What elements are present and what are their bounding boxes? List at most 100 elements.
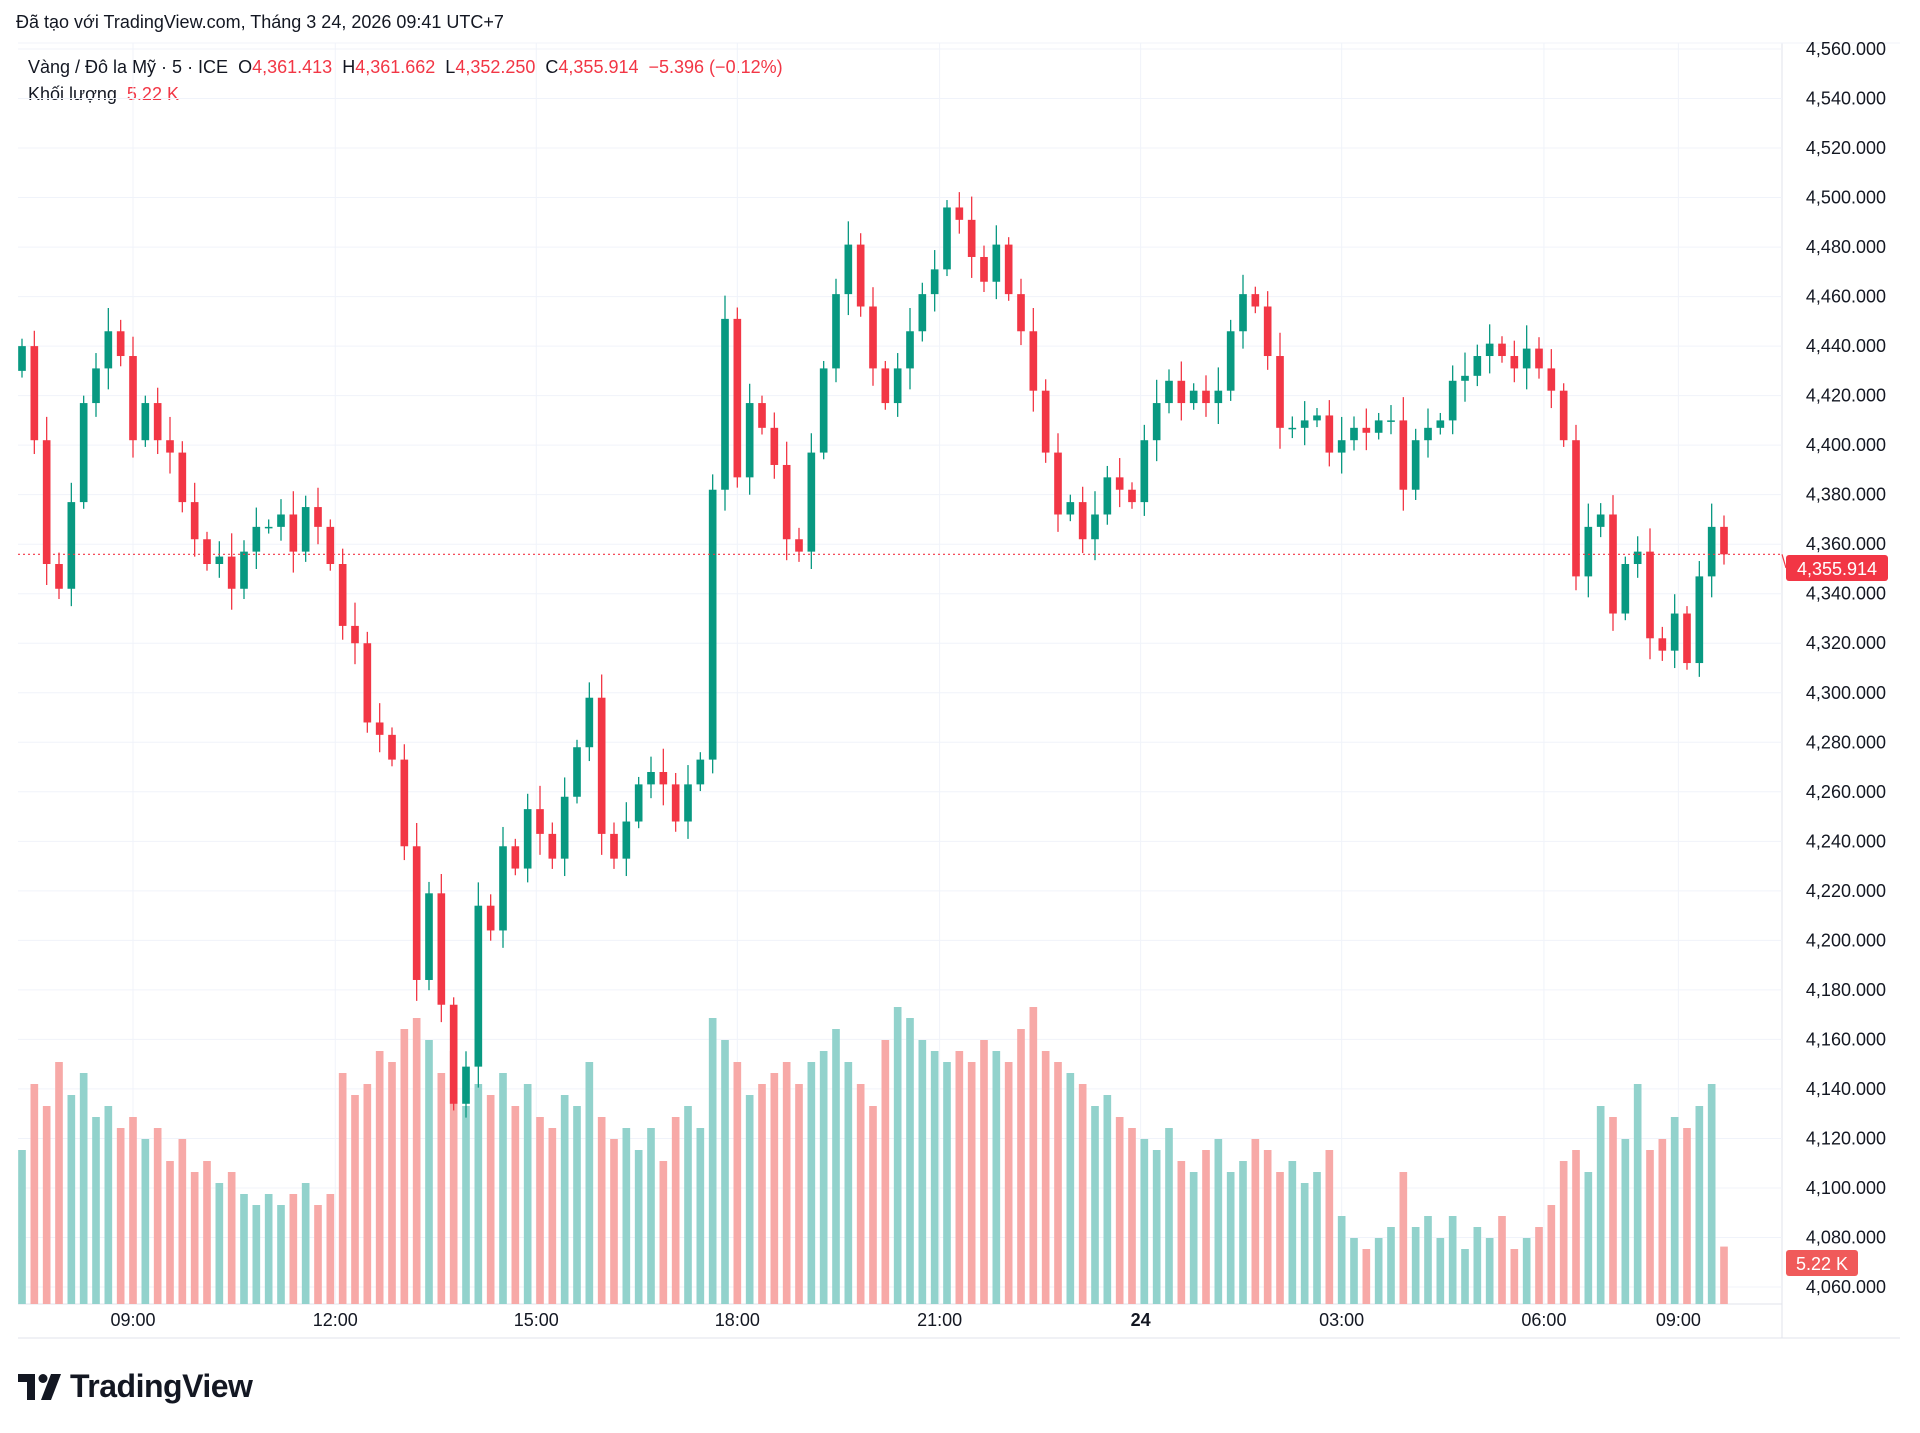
volume-bar: [1609, 1117, 1617, 1304]
volume-bar: [240, 1194, 248, 1304]
candle-body: [462, 1066, 470, 1104]
volume-bar: [659, 1161, 668, 1304]
volume-bar: [1473, 1227, 1482, 1304]
volume-bar: [622, 1128, 631, 1304]
price-axis[interactable]: 4,560.000 4,540.000 4,520.000 4,500.000 4,48…: [1806, 39, 1886, 1297]
change-value: −5.396 (−0.12%): [648, 57, 783, 77]
candle-body: [67, 502, 76, 589]
price-tick-label: 4,280.000: [1806, 732, 1886, 752]
candle-body: [1473, 356, 1482, 376]
candle-body: [659, 771, 668, 785]
candle-body: [116, 331, 125, 357]
volume-bar: [585, 1062, 594, 1304]
volume-bar: [375, 1051, 384, 1304]
high-label: H: [342, 57, 356, 77]
candle-body: [388, 734, 396, 760]
volume-bar: [92, 1117, 100, 1304]
volume-bar: [1189, 1172, 1198, 1304]
candle-body: [1054, 452, 1062, 515]
last-volume-box: [1786, 1250, 1858, 1276]
volume-bar: [116, 1128, 125, 1304]
candle-body: [1461, 375, 1469, 381]
close-value: 4,355.914: [558, 57, 639, 77]
candle-body: [1547, 368, 1556, 391]
volume-bar: [252, 1205, 261, 1304]
volume-bar: [67, 1095, 76, 1304]
candle-body: [30, 346, 39, 441]
volume-bar: [1399, 1172, 1408, 1304]
candle-body: [215, 556, 224, 565]
volume-bar: [1054, 1062, 1062, 1304]
volume-bar: [523, 1084, 532, 1304]
candle-body: [104, 331, 113, 369]
candle-body: [1436, 420, 1445, 428]
volume-bar: [1288, 1161, 1297, 1304]
volume-bar: [967, 1062, 976, 1304]
volume-bar: [597, 1117, 606, 1304]
symbol-name[interactable]: Vàng / Đô la Mỹ · 5 · ICE: [28, 57, 229, 77]
price-tick-label: 4,140.000: [1806, 1079, 1886, 1099]
volume-bar: [721, 1040, 729, 1304]
price-tick-label: 4,180.000: [1806, 980, 1886, 1000]
volume-bar: [1115, 1117, 1124, 1304]
volume-bar: [1128, 1128, 1136, 1304]
volume-bar: [1276, 1172, 1284, 1304]
candle-body: [573, 747, 581, 797]
volume-bar: [1559, 1161, 1568, 1304]
volume-bar: [1029, 1007, 1038, 1304]
time-axis[interactable]: 09:00 12:00 15:00 18:00 21:00 24 03:00 06:00 09:…: [110, 1310, 1700, 1330]
last-value-markers: 4,355.914 5.22 K: [18, 553, 1888, 1276]
candle-body: [955, 207, 964, 220]
candle-body: [264, 526, 273, 529]
volume-bar: [1720, 1246, 1728, 1304]
volume-bar: [1448, 1216, 1457, 1304]
volume-bar: [992, 1051, 1001, 1304]
candle-body: [1017, 294, 1025, 332]
volume-bar: [264, 1194, 273, 1304]
volume-bar: [548, 1128, 557, 1304]
candle-body: [869, 306, 877, 369]
candle-body: [1029, 331, 1038, 391]
time-tick-label: 06:00: [1521, 1310, 1566, 1330]
candle-body: [92, 368, 100, 404]
candle-body: [795, 539, 803, 552]
candle-body: [1621, 564, 1630, 614]
price-tick-label: 4,060.000: [1806, 1277, 1886, 1297]
candle-body: [129, 356, 137, 441]
last-price-label: 4,355.914: [1797, 559, 1877, 579]
volume-bar: [881, 1040, 890, 1304]
tradingview-logo[interactable]: TradingView: [18, 1368, 253, 1405]
volume-bar: [955, 1051, 964, 1304]
volume-bar: [314, 1205, 322, 1304]
candle-body: [55, 564, 63, 589]
candle-body: [1695, 576, 1704, 664]
candle-body: [548, 833, 557, 859]
candle-body: [721, 318, 729, 490]
candle-body: [918, 294, 927, 332]
volume-bar: [1251, 1139, 1260, 1304]
volume-bar: [610, 1139, 618, 1304]
volume-bar: [301, 1183, 310, 1304]
candle-body: [1078, 502, 1087, 540]
volume-bar: [42, 1106, 51, 1304]
volume-bar: [166, 1161, 174, 1304]
candle-body: [203, 539, 211, 565]
volume-bar: [684, 1106, 692, 1304]
volume-bars: [18, 1007, 1728, 1304]
volume-bar: [1214, 1139, 1223, 1304]
chart-caption: Đã tạo với TradingView.com, Tháng 3 24, …: [16, 12, 504, 32]
candle-body: [289, 514, 298, 552]
candle-body: [1202, 390, 1210, 404]
volume-bar: [1510, 1249, 1519, 1304]
volume-bar: [1596, 1106, 1605, 1304]
volume-bar: [1140, 1139, 1149, 1304]
candle-body: [351, 625, 359, 644]
candle-body: [832, 294, 840, 369]
candle-body: [1498, 343, 1506, 357]
volume-bar: [1078, 1084, 1087, 1304]
volume-bar: [178, 1139, 187, 1304]
price-tick-label: 4,320.000: [1806, 633, 1886, 653]
time-tick-label: 18:00: [715, 1310, 760, 1330]
time-tick-label: 12:00: [313, 1310, 358, 1330]
